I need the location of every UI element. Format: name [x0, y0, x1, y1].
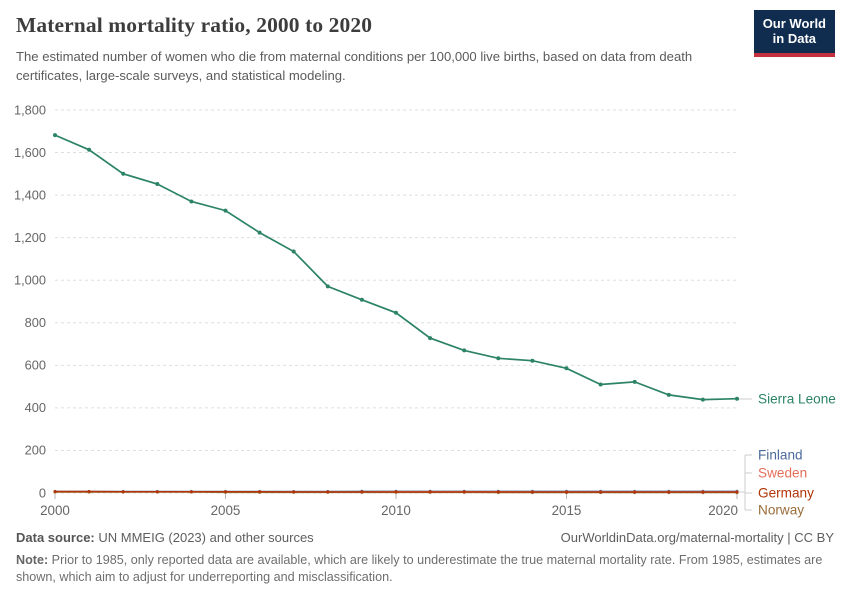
line-chart: 0 200 400 600 800 1,000 1,200 1,400 1,600 1,800 20…: [14, 102, 836, 518]
data-point: [325, 284, 330, 289]
y-tick-label: 400: [25, 400, 46, 415]
data-point: [53, 490, 57, 493]
data-point: [633, 490, 637, 494]
data-point: [394, 490, 398, 494]
chart-header: Maternal mortality ratio, 2000 to 2020 T…: [16, 13, 761, 86]
x-tick-label: 2015: [552, 503, 582, 518]
data-point: [87, 490, 91, 493]
data-source: Data source: UN MMEIG (2023) and other s…: [16, 530, 314, 545]
data-point: [462, 348, 467, 353]
data-point: [565, 490, 568, 494]
data-point: [223, 208, 228, 213]
data-point: [428, 490, 432, 494]
data-point: [224, 490, 227, 494]
series-sierra-leone[interactable]: [53, 133, 739, 402]
data-point: [121, 171, 126, 176]
data-point: [291, 249, 296, 254]
data-point: [258, 490, 262, 494]
y-tick-label: 800: [25, 315, 46, 330]
data-point: [121, 490, 125, 494]
data-point: [666, 392, 671, 397]
chart-note: Note: Prior to 1985, only reported data …: [16, 552, 831, 586]
chart-note-label: Note:: [16, 553, 49, 567]
data-point: [496, 356, 501, 361]
data-point: [359, 297, 364, 302]
y-tick-label: 1,000: [14, 273, 46, 288]
logo-line-1: Our World: [762, 16, 826, 31]
legend-label-germany[interactable]: Germany: [758, 486, 814, 501]
data-point: [530, 490, 534, 494]
y-tick-label: 0: [39, 485, 46, 500]
logo-line-2: in Data: [772, 30, 817, 46]
x-tick-label: 2000: [40, 503, 70, 518]
data-point: [700, 397, 705, 402]
legend-label-sweden[interactable]: Sweden: [758, 466, 807, 481]
data-point: [326, 490, 330, 494]
data-point: [667, 490, 671, 494]
data-point: [257, 230, 262, 235]
chart-note-text: Prior to 1985, only reported data are av…: [16, 553, 823, 584]
data-point: [735, 396, 739, 401]
legend-label-finland[interactable]: Finland: [758, 448, 803, 463]
chart-footer: Data source: UN MMEIG (2023) and other s…: [16, 530, 834, 586]
x-tick-label: 2005: [211, 503, 241, 518]
data-point: [564, 366, 569, 371]
chart-title: Maternal mortality ratio, 2000 to 2020: [16, 13, 373, 37]
data-point: [496, 490, 500, 494]
data-point: [155, 182, 160, 186]
data-point: [155, 490, 159, 494]
owid-logo[interactable]: Our World in Data: [753, 10, 835, 57]
y-tick-label: 1,800: [14, 102, 46, 117]
x-tick-label: 2020: [708, 503, 738, 518]
data-source-label: Data source:: [16, 530, 95, 545]
legend-label-norway[interactable]: Norway: [758, 503, 804, 518]
data-point: [462, 490, 466, 494]
data-point: [530, 358, 535, 363]
data-point: [189, 199, 194, 204]
y-tick-label: 1,200: [14, 230, 46, 245]
data-point: [53, 133, 57, 138]
data-point: [632, 379, 637, 384]
data-point: [189, 490, 193, 494]
y-tick-label: 200: [25, 443, 46, 458]
data-point: [360, 490, 364, 494]
x-tick-label: 2010: [381, 503, 411, 518]
connector-bottom-group: [738, 454, 752, 511]
data-point: [735, 490, 739, 494]
y-tick-label: 1,600: [14, 145, 46, 160]
chart-subtitle: The estimated number of women who die fr…: [16, 49, 693, 83]
series-line: [54, 134, 738, 401]
attribution-link[interactable]: OurWorldinData.org/maternal-mortality | …: [560, 530, 834, 545]
data-point: [701, 490, 705, 494]
y-tick-label: 1,400: [14, 187, 46, 202]
series-germany[interactable]: [53, 490, 739, 494]
data-point: [394, 310, 398, 315]
data-source-text: UN MMEIG (2023) and other sources: [94, 530, 314, 545]
data-point: [599, 490, 603, 494]
data-point: [598, 382, 603, 387]
data-point: [428, 336, 433, 341]
legend-label-sierra-leone[interactable]: Sierra Leone: [758, 392, 836, 407]
data-point: [87, 147, 92, 152]
data-point: [292, 490, 296, 494]
y-tick-label: 600: [25, 358, 46, 373]
